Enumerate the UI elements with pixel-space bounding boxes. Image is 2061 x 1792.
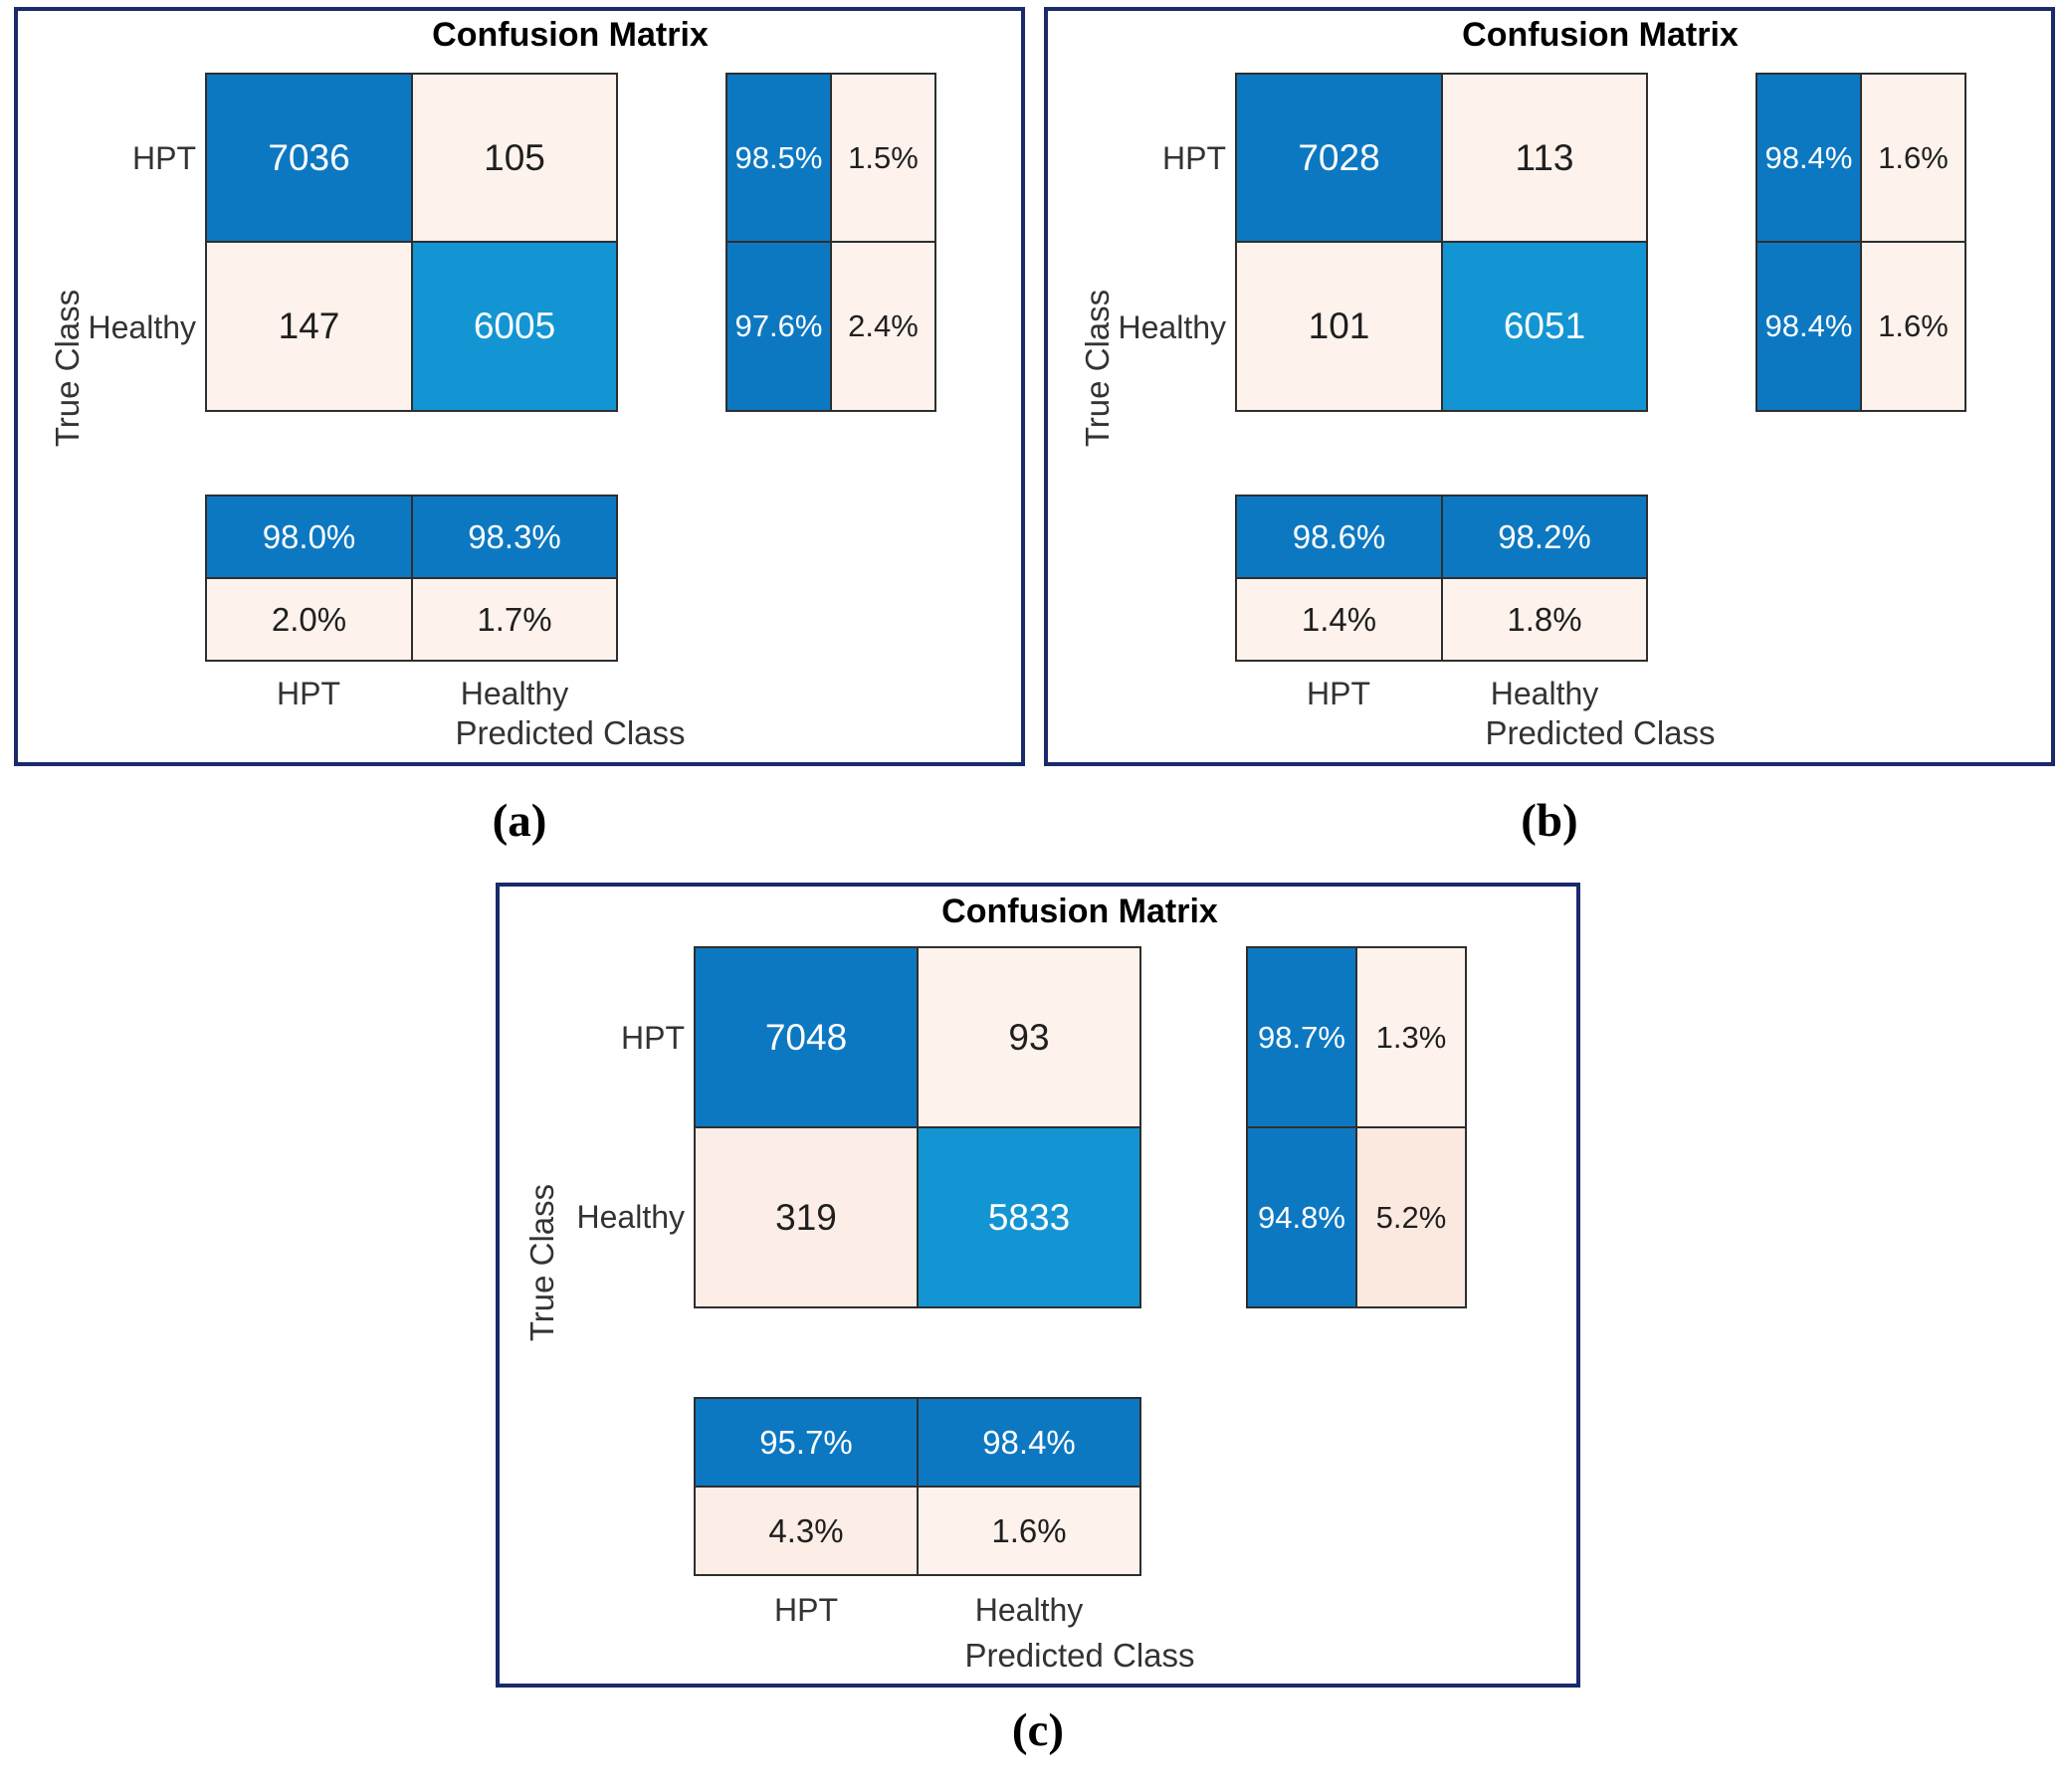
panel-c-title: Confusion Matrix: [941, 893, 1218, 930]
caption-b: (b): [1521, 795, 1578, 847]
panel-a-row-tick-0: HPT: [132, 140, 196, 176]
panel-c-row-tick-1: Healthy: [576, 1199, 686, 1235]
panel-c-y-axis-label: True Class: [523, 1183, 560, 1342]
panel-c-col-tick-1: Healthy: [974, 1592, 1084, 1628]
caption-a: (a): [492, 795, 547, 847]
panel-c-row-summary-0-0: 98.7%: [1247, 947, 1356, 1127]
panel-a-row-tick-1: Healthy: [88, 309, 197, 345]
panel-a-col-summary-1-1: 1.7%: [412, 578, 617, 661]
panel-b-col-summary-1-1: 1.8%: [1442, 578, 1647, 661]
panel-a-col-tick-1: Healthy: [460, 676, 569, 711]
panel-a-col-summary-0-1: 98.3%: [412, 496, 617, 578]
panel-b-row-tick-0: HPT: [1162, 140, 1226, 176]
panel-b-matrix-cell-0-0: 7028: [1236, 74, 1442, 242]
panel-b-y-axis-label: True Class: [1079, 289, 1116, 448]
panel-a-y-axis-label: True Class: [49, 289, 86, 448]
panel-c-col-tick-0: HPT: [774, 1592, 838, 1628]
panel-c-row-summary-1-1: 5.2%: [1356, 1127, 1466, 1307]
panel-c-col-summary-1-1: 1.6%: [918, 1487, 1140, 1575]
panel-a-row-summary-1-1: 2.4%: [831, 242, 935, 411]
panel-b-row-summary-1-0: 98.4%: [1756, 242, 1861, 411]
panel-c-matrix-cell-0-0: 7048: [695, 947, 918, 1127]
panel-b-title: Confusion Matrix: [1462, 16, 1739, 54]
panel-a-matrix-cell-0-0: 7036: [206, 74, 412, 242]
panel-a-matrix-cell-0-1: 105: [412, 74, 617, 242]
panel-a-row-summary-0-1: 1.5%: [831, 74, 935, 242]
panel-c-x-axis-label: Predicted Class: [964, 1637, 1195, 1674]
panel-b-row-summary-1-1: 1.6%: [1861, 242, 1965, 411]
panel-b-col-tick-1: Healthy: [1490, 676, 1599, 711]
panel-b-col-summary-0-0: 98.6%: [1236, 496, 1442, 578]
panel-b-x-axis-label: Predicted Class: [1485, 714, 1716, 751]
panel-a-x-axis-label: Predicted Class: [455, 714, 686, 751]
panel-b-matrix-cell-1-0: 101: [1236, 242, 1442, 411]
panel-b-col-summary-0-1: 98.2%: [1442, 496, 1647, 578]
panel-b-row-summary-0-0: 98.4%: [1756, 74, 1861, 242]
panel-a-row-summary-0-0: 98.5%: [726, 74, 831, 242]
panel-b-row-summary-0-1: 1.6%: [1861, 74, 1965, 242]
panel-b-matrix-cell-0-1: 113: [1442, 74, 1647, 242]
panel-a-matrix-cell-1-0: 147: [206, 242, 412, 411]
panel-c-matrix-cell-1-1: 5833: [918, 1127, 1140, 1307]
panel-a-row-summary-1-0: 97.6%: [726, 242, 831, 411]
panel-c-row-summary-1-0: 94.8%: [1247, 1127, 1356, 1307]
panel-b-matrix-cell-1-1: 6051: [1442, 242, 1647, 411]
panel-a-col-tick-0: HPT: [277, 676, 340, 711]
panel-b-col-summary-1-0: 1.4%: [1236, 578, 1442, 661]
panel-c-matrix-cell-1-0: 319: [695, 1127, 918, 1307]
panel-a-matrix-cell-1-1: 6005: [412, 242, 617, 411]
panel-c-matrix-cell-0-1: 93: [918, 947, 1140, 1127]
panel-c-col-summary-0-1: 98.4%: [918, 1398, 1140, 1487]
panel-b-col-tick-0: HPT: [1307, 676, 1370, 711]
panel-c-col-summary-0-0: 95.7%: [695, 1398, 918, 1487]
panel-c-row-tick-0: HPT: [621, 1020, 685, 1056]
panel-b-row-tick-1: Healthy: [1118, 309, 1227, 345]
panel-a-title: Confusion Matrix: [432, 16, 709, 54]
panel-a-col-summary-1-0: 2.0%: [206, 578, 412, 661]
caption-c: (c): [1011, 1704, 1065, 1756]
panel-c-row-summary-0-1: 1.3%: [1356, 947, 1466, 1127]
panel-c-col-summary-1-0: 4.3%: [695, 1487, 918, 1575]
panel-a-col-summary-0-0: 98.0%: [206, 496, 412, 578]
